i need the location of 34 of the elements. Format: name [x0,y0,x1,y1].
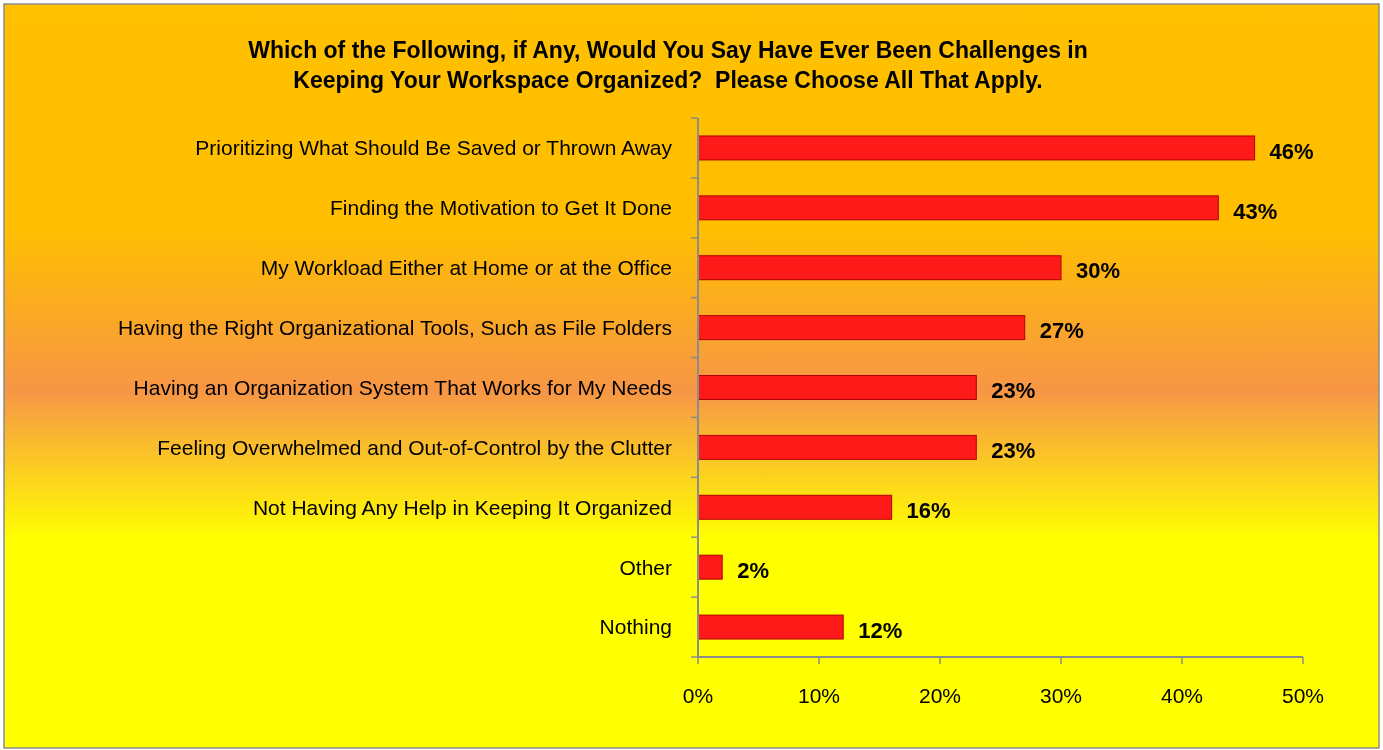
bar [697,494,893,520]
y-tick-label: Not Having Any Help in Keeping It Organized [252,495,672,519]
bar [697,614,844,640]
x-tick-label: 40% [1160,684,1204,707]
data-label: 27% [1039,318,1084,344]
data-label: 2% [737,557,769,583]
x-tick-label: 0% [682,684,714,707]
data-label: 46% [1269,138,1314,164]
data-label: 23% [991,438,1036,464]
y-tick-label: Feeling Overwhelmed and Out-of-Control by the Clutter [157,435,672,459]
chart-title: Which of the Following, if Any, Would You Say Have Ever Been Challenges in Keeping Your Workspace Organized? Please Choose All That Apply. [248,37,1088,93]
y-tick-label: Prioritizing What Should Be Saved or Thrown Away [195,136,673,160]
bar [697,195,1219,221]
y-tick-label: Nothing [599,615,672,639]
bar [697,255,1062,281]
x-tick-label: 30% [1039,684,1083,707]
y-tick-label: Having the Right Organizational Tools, Such as File Folders [117,315,672,339]
bar [697,315,1026,341]
data-label: 30% [1076,258,1121,284]
y-tick-label: My Workload Either at Home or at the Office [260,256,672,280]
x-tick-label: 20% [918,684,962,707]
bar [697,135,1256,161]
y-tick-label: Finding the Motivation to Get It Done [329,196,672,220]
data-label: 16% [906,497,951,523]
data-label: 43% [1233,198,1278,224]
data-label: 23% [991,378,1036,404]
x-tick-label: 10% [797,684,841,707]
bar [697,554,723,580]
y-tick-label: Having an Organization System That Works for My Needs [133,375,672,399]
x-tick-label: 50% [1281,684,1325,707]
bar [697,375,977,400]
data-label: 12% [858,617,903,643]
bar [697,434,977,460]
y-tick-label: Other [619,555,672,579]
